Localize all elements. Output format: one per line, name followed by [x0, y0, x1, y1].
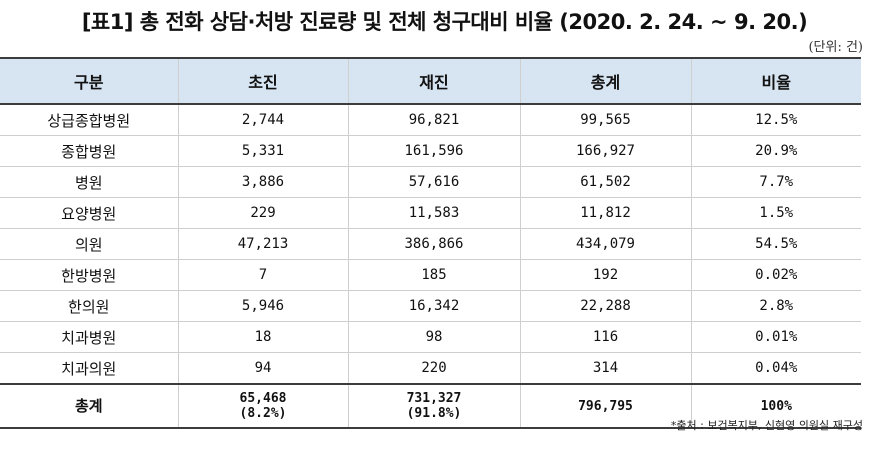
- row-total: 166,927: [520, 135, 692, 167]
- row-category: 종합병원: [0, 135, 179, 167]
- col-header-total: 총계: [520, 57, 692, 105]
- row-category: 병원: [0, 166, 179, 198]
- row-total: 99,565: [520, 104, 692, 136]
- total-sum-value: 796,795: [520, 383, 692, 429]
- table-row: 한의원 5,946 16,342 22,288 2.8%: [0, 290, 861, 322]
- table-row: 요양병원 229 11,583 11,812 1.5%: [0, 197, 861, 229]
- unit-label: (단위: 건): [808, 40, 863, 55]
- row-revisit: 161,596: [348, 135, 521, 167]
- row-ratio: 7.7%: [691, 166, 861, 198]
- col-header-category: 구분: [0, 57, 179, 105]
- row-first-visit: 94: [178, 352, 349, 384]
- row-ratio: 12.5%: [691, 104, 861, 136]
- data-table: 구분 초진 재진 총계 비율 상급종합병원 2,744 96,821 99,565 12…: [0, 57, 861, 429]
- table-row: 병원 3,886 57,616 61,502 7.7%: [0, 166, 861, 198]
- row-revisit: 11,583: [348, 197, 521, 229]
- col-header-revisit: 재진: [348, 57, 521, 105]
- row-ratio: 20.9%: [691, 135, 861, 167]
- table-row: 치과의원 94 220 314 0.04%: [0, 352, 861, 384]
- row-category: 치과의원: [0, 352, 179, 384]
- total-revisit-value: 731,327: [406, 391, 462, 406]
- row-ratio: 0.02%: [691, 259, 861, 291]
- header-row: 구분 초진 재진 총계 비율: [0, 57, 861, 105]
- row-first-visit: 18: [178, 321, 349, 353]
- row-first-visit: 2,744: [178, 104, 349, 136]
- row-ratio: 2.8%: [691, 290, 861, 322]
- row-revisit: 57,616: [348, 166, 521, 198]
- row-category: 의원: [0, 228, 179, 260]
- total-revisit-share: (91.8%): [406, 406, 462, 421]
- row-category: 상급종합병원: [0, 104, 179, 136]
- row-category: 요양병원: [0, 197, 179, 229]
- table-row: 종합병원 5,331 161,596 166,927 20.9%: [0, 135, 861, 167]
- row-first-visit: 5,331: [178, 135, 349, 167]
- row-revisit: 220: [348, 352, 521, 384]
- row-category: 한방병원: [0, 259, 179, 291]
- table-row: 치과병원 18 98 116 0.01%: [0, 321, 861, 353]
- row-total: 11,812: [520, 197, 692, 229]
- total-first-share: (8.2%): [239, 406, 287, 421]
- row-total: 434,079: [520, 228, 692, 260]
- row-total: 22,288: [520, 290, 692, 322]
- row-ratio: 1.5%: [691, 197, 861, 229]
- source-note: *출처 : 보건복지부, 신현영 의원실 재구성: [670, 419, 863, 432]
- row-first-visit: 47,213: [178, 228, 349, 260]
- table-row: 의원 47,213 386,866 434,079 54.5%: [0, 228, 861, 260]
- row-revisit: 386,866: [348, 228, 521, 260]
- row-total: 116: [520, 321, 692, 353]
- total-label: 총계: [0, 383, 179, 429]
- total-row: 총계 65,468 (8.2%) 731,327 (91.8%) 796,795…: [0, 383, 861, 429]
- row-revisit: 16,342: [348, 290, 521, 322]
- total-revisit-cell: 731,327 (91.8%): [348, 383, 521, 429]
- row-total: 192: [520, 259, 692, 291]
- row-first-visit: 229: [178, 197, 349, 229]
- row-ratio: 54.5%: [691, 228, 861, 260]
- row-ratio: 0.01%: [691, 321, 861, 353]
- row-revisit: 96,821: [348, 104, 521, 136]
- row-revisit: 185: [348, 259, 521, 291]
- table-title: [표1] 총 전화 상담·처방 진료량 및 전체 청구대비 비율 (2020. …: [81, 10, 808, 34]
- row-category: 치과병원: [0, 321, 179, 353]
- col-header-ratio: 비율: [691, 57, 861, 105]
- row-category: 한의원: [0, 290, 179, 322]
- total-ratio-value: 100%: [691, 383, 861, 429]
- row-total: 61,502: [520, 166, 692, 198]
- total-first-value: 65,468: [239, 391, 287, 406]
- table-row: 한방병원 7 185 192 0.02%: [0, 259, 861, 291]
- row-first-visit: 7: [178, 259, 349, 291]
- row-first-visit: 5,946: [178, 290, 349, 322]
- row-revisit: 98: [348, 321, 521, 353]
- total-first-cell: 65,468 (8.2%): [178, 383, 349, 429]
- col-header-first-visit: 초진: [178, 57, 349, 105]
- row-first-visit: 3,886: [178, 166, 349, 198]
- row-total: 314: [520, 352, 692, 384]
- table-row: 상급종합병원 2,744 96,821 99,565 12.5%: [0, 104, 861, 136]
- row-ratio: 0.04%: [755, 360, 798, 376]
